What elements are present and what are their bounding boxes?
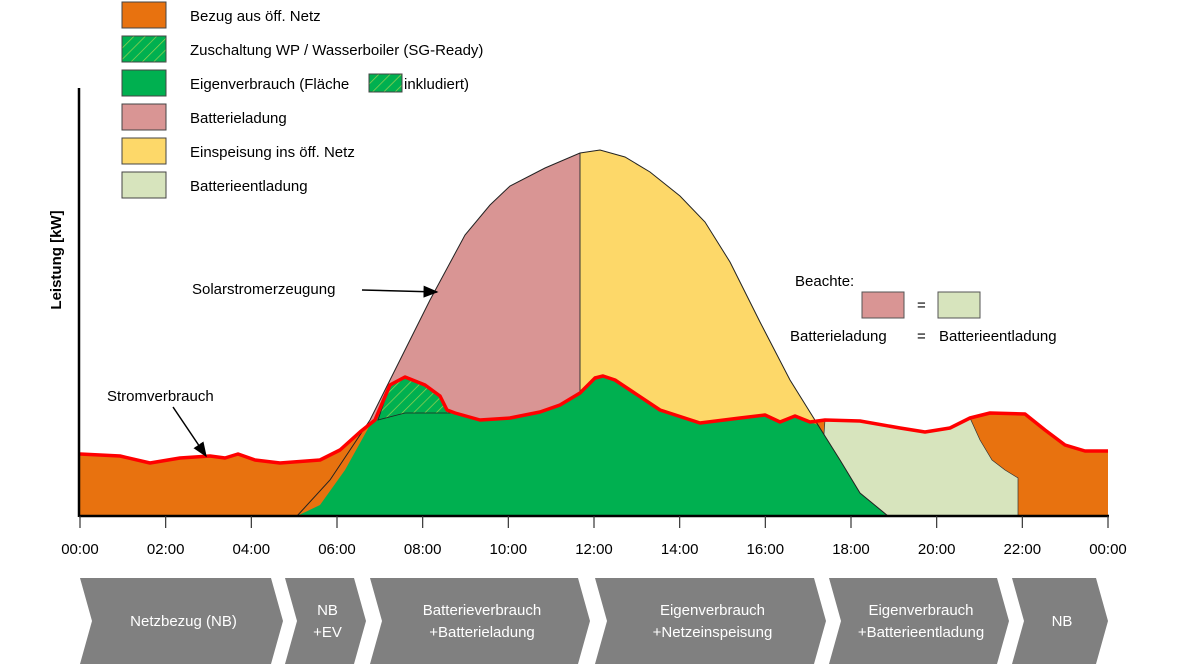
x-tick-label: 08:00 [404, 541, 442, 558]
note-equals: = [917, 297, 926, 314]
x-tick-label: 22:00 [1004, 541, 1042, 558]
legend: Bezug aus öff. Netz Zuschaltung WP / Wass… [121, 1, 483, 199]
legend-swatch [121, 35, 167, 63]
legend-item: Bezug aus öff. Netz [121, 1, 321, 29]
battery-note: Beachte: = Batterieladung = Batterieentl… [790, 273, 1057, 345]
phase-label: +Netzeinspeisung [653, 624, 773, 641]
consumption-line [79, 374, 1108, 465]
phase-chevron [80, 578, 283, 664]
phase-label: NB [317, 602, 338, 619]
phase-chevron [595, 578, 826, 664]
x-tick-label: 12:00 [575, 541, 613, 558]
legend-swatch [121, 137, 167, 165]
note-equals-2: = [917, 328, 926, 345]
phase-chevron [285, 578, 366, 664]
legend-item: Batterieentladung [121, 171, 308, 199]
note-charge-swatch [861, 291, 905, 319]
phase-label: +Batterieentladung [858, 624, 984, 641]
legend-swatch [121, 103, 167, 131]
phase-label: Eigenverbrauch [660, 602, 765, 619]
legend-item: Eigenverbrauch (Fläche inkludiert) [121, 69, 469, 97]
solar-generation-line [296, 149, 889, 517]
legend-swatch [121, 69, 167, 97]
note-left: Batterieladung [790, 328, 887, 345]
legend-swatch [121, 171, 167, 199]
legend-label-suffix: inkludiert) [404, 76, 469, 93]
legend-swatch [121, 1, 167, 29]
x-tick-label: 10:00 [490, 541, 528, 558]
phase-arrow: Eigenverbrauch +Netzeinspeisung [595, 578, 826, 664]
phase-label: Batterieverbrauch [423, 602, 541, 619]
solar-arrow [361, 285, 439, 298]
phase-chevron [829, 578, 1009, 664]
phase-arrow: Eigenverbrauch +Batterieentladung [829, 578, 1009, 664]
x-tick-label: 00:00 [61, 541, 99, 558]
plot-areas [79, 149, 1108, 517]
x-tick-label: 18:00 [832, 541, 870, 558]
legend-label: Zuschaltung WP / Wasserboiler (SG-Ready) [190, 42, 483, 59]
phase-arrows: Netzbezug (NB) NB +EV Batterieverbrauch +Bat… [80, 578, 1108, 664]
phase-arrow: NB +EV [285, 578, 366, 664]
legend-item: Zuschaltung WP / Wasserboiler (SG-Ready) [121, 35, 483, 63]
phase-arrow: Batterieverbrauch +Batterieladung [370, 578, 590, 664]
phase-label: Eigenverbrauch [868, 602, 973, 619]
x-tick-label: 00:00 [1089, 541, 1127, 558]
legend-label: Eigenverbrauch (Fläche [190, 76, 349, 93]
legend-label: Bezug aus öff. Netz [190, 8, 321, 25]
consumption-arrow [172, 406, 207, 458]
consumption-annotation: Stromverbrauch [107, 388, 214, 405]
phase-arrow: Netzbezug (NB) [80, 578, 283, 664]
phase-chevron [370, 578, 590, 664]
phase-label: +Batterieladung [429, 624, 535, 641]
phase-label: +EV [313, 624, 342, 641]
phase-chevron [1012, 578, 1108, 664]
note-title: Beachte: [795, 273, 854, 290]
x-tick-label: 14:00 [661, 541, 699, 558]
y-axis-label: Leistung [kW] [48, 210, 65, 309]
phase-arrow: NB [1012, 578, 1108, 664]
phase-label: Netzbezug (NB) [130, 613, 237, 630]
legend-label: Einspeisung ins öff. Netz [190, 144, 355, 161]
x-tick-label: 04:00 [233, 541, 271, 558]
legend-label: Batterieentladung [190, 178, 308, 195]
legend-inline-hatch-swatch [368, 73, 403, 93]
solar-annotation: Solarstromerzeugung [192, 281, 335, 298]
note-right: Batterieentladung [939, 328, 1057, 345]
note-discharge-swatch [937, 291, 981, 319]
x-axis-ticks: 00:00 02:00 04:00 06:00 08:00 10:00 12:00 14:00… [61, 516, 1127, 558]
x-tick-label: 16:00 [747, 541, 785, 558]
phase-label: NB [1052, 613, 1073, 630]
legend-item: Einspeisung ins öff. Netz [121, 137, 355, 165]
legend-item: Batterieladung [121, 103, 287, 131]
x-tick-label: 20:00 [918, 541, 956, 558]
x-tick-label: 02:00 [147, 541, 185, 558]
x-tick-label: 06:00 [318, 541, 356, 558]
legend-label: Batterieladung [190, 110, 287, 127]
